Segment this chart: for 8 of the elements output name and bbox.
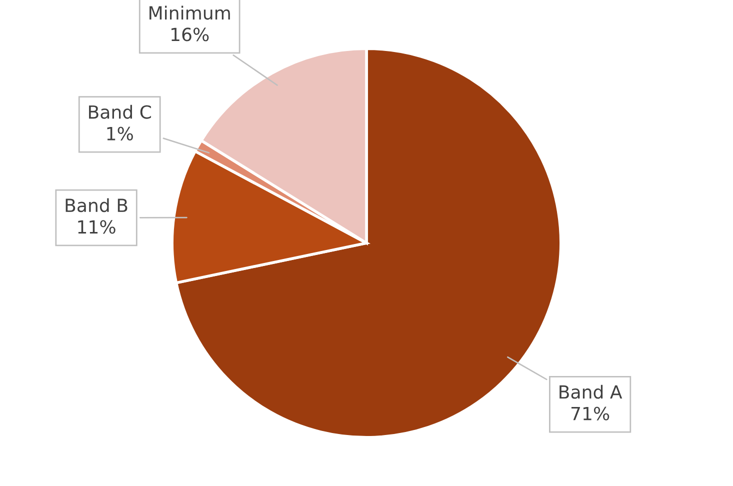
data-label: 1% (107, 126, 133, 140)
data-label: 71% (571, 406, 610, 420)
slice-label: Band A (560, 384, 622, 399)
slice-label: Minimum (150, 6, 230, 20)
slice-label: Band C (89, 104, 151, 119)
slice-label: Band B (66, 198, 128, 212)
data-label: 16% (172, 28, 209, 42)
data-label: 11% (78, 220, 116, 234)
